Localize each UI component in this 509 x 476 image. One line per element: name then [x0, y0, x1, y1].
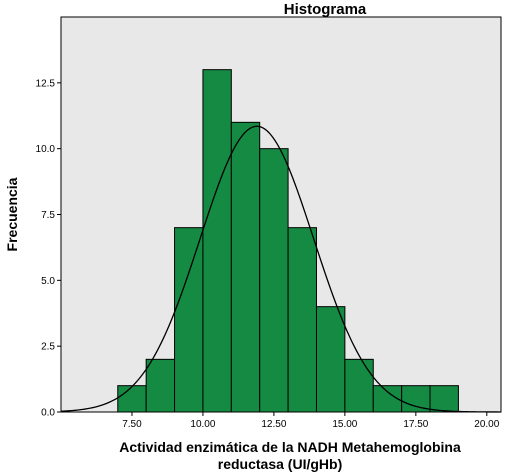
normal-curve	[60, 125, 501, 413]
x-tick-label: 20.00	[474, 419, 499, 430]
y-tick-label: 2.5	[41, 342, 55, 353]
y-axis-label: Frecuencia	[4, 177, 20, 251]
ticks-layer: 7.50 10.00 12.50 15.00 17.50 20.00 0.0 2.5 5.0 7.…	[36, 78, 500, 430]
x-tick-label: 17.50	[403, 419, 428, 430]
y-tick-label: 10.0	[36, 144, 56, 155]
chart-title: Histograma	[284, 1, 367, 18]
x-tick-label: 10.00	[190, 419, 215, 430]
x-tick-label: 15.00	[332, 419, 357, 430]
bars-layer	[117, 69, 459, 413]
histogram-bar	[117, 385, 147, 413]
y-tick-label: 5.0	[41, 276, 55, 287]
histogram-bar	[344, 358, 374, 413]
y-tick-label: 7.5	[41, 210, 55, 221]
histogram-bar	[259, 148, 289, 413]
histogram-bar	[429, 385, 459, 413]
x-axis-label-line-2: reductasa (UI/gHb)	[218, 456, 342, 472]
histogram-bar	[287, 227, 317, 413]
x-tick-label: 7.50	[122, 419, 142, 430]
y-tick-label: 12.5	[36, 78, 56, 89]
y-tick-label: 0.0	[41, 408, 55, 419]
histogram-bar	[315, 306, 346, 413]
histogram-bar	[145, 358, 176, 413]
histogram-bar	[202, 69, 232, 413]
histogram-bar	[230, 121, 261, 413]
x-axis-label-line-1: Actividad enzimática de la NADH Metahemo…	[119, 439, 461, 455]
histogram-bar	[174, 227, 204, 413]
x-tick-label: 12.50	[261, 419, 286, 430]
